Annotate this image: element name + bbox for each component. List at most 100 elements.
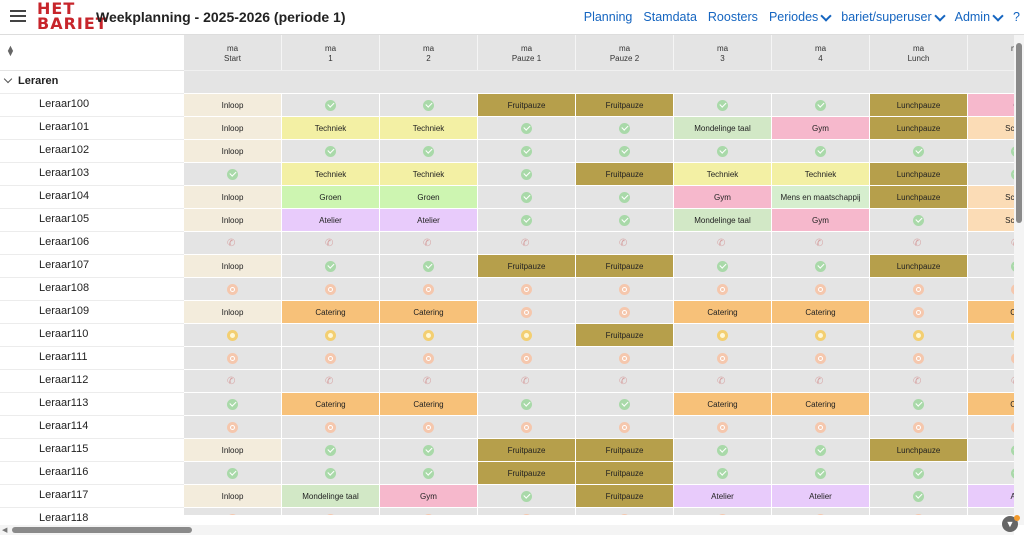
teacher-row-label[interactable]: Leraar100	[0, 93, 184, 116]
schedule-cell-empty[interactable]: ✆	[576, 232, 673, 254]
schedule-cell-empty[interactable]	[576, 393, 673, 415]
schedule-cell-empty[interactable]	[576, 117, 673, 139]
column-header[interactable]: ma Pauze 1	[478, 35, 576, 70]
schedule-cell-empty[interactable]	[380, 140, 477, 162]
schedule-cell[interactable]: Fruitpauze	[576, 439, 673, 461]
teacher-row-label[interactable]: Leraar106	[0, 231, 184, 254]
column-header[interactable]: ma 1	[282, 35, 380, 70]
schedule-cell-empty[interactable]: ✆	[968, 232, 1014, 254]
schedule-cell[interactable]: Lunchpauze	[870, 163, 967, 185]
schedule-cell-empty[interactable]	[478, 163, 575, 185]
schedule-cell[interactable]: Catering	[674, 393, 771, 415]
schedule-cell-empty[interactable]	[772, 140, 869, 162]
column-header[interactable]: ma	[968, 35, 1014, 70]
schedule-cell-empty[interactable]	[282, 278, 379, 300]
schedule-cell[interactable]: Schrift	[968, 117, 1014, 139]
schedule-cell-empty[interactable]	[870, 347, 967, 369]
schedule-cell-empty[interactable]	[478, 117, 575, 139]
schedule-cell[interactable]: Ate	[968, 485, 1014, 507]
schedule-cell-empty[interactable]: ✆	[968, 370, 1014, 392]
schedule-cell-empty[interactable]	[576, 347, 673, 369]
schedule-cell-empty[interactable]	[380, 416, 477, 438]
group-header-leraren[interactable]: Leraren	[0, 70, 184, 93]
schedule-cell[interactable]: Inloop	[184, 485, 281, 507]
schedule-cell-empty[interactable]: ✆	[282, 370, 379, 392]
schedule-cell[interactable]: Techniek	[674, 163, 771, 185]
schedule-cell-empty[interactable]	[380, 278, 477, 300]
teacher-row-label[interactable]: Leraar116	[0, 461, 184, 484]
column-header[interactable]: ma Pauze 2	[576, 35, 674, 70]
schedule-cell-empty[interactable]	[772, 324, 869, 346]
schedule-cell[interactable]: Fruitpauze	[576, 94, 673, 116]
schedule-cell[interactable]: Atelier	[674, 485, 771, 507]
schedule-cell-empty[interactable]	[968, 163, 1014, 185]
schedule-cell[interactable]: Inloop	[184, 186, 281, 208]
schedule-cell[interactable]: Catering	[282, 301, 379, 323]
schedule-cell-empty[interactable]: ✆	[870, 370, 967, 392]
schedule-cell[interactable]: Fruitpauze	[478, 94, 575, 116]
teacher-row-label[interactable]: Leraar115	[0, 438, 184, 461]
schedule-cell[interactable]: Inloop	[184, 255, 281, 277]
schedule-cell[interactable]: Inloop	[184, 301, 281, 323]
teacher-row-label[interactable]: Leraar110	[0, 323, 184, 346]
schedule-cell-empty[interactable]	[674, 347, 771, 369]
schedule-cell-empty[interactable]: ✆	[184, 232, 281, 254]
schedule-cell-empty[interactable]	[576, 416, 673, 438]
schedule-cell-empty[interactable]	[870, 324, 967, 346]
schedule-cell-empty[interactable]	[870, 393, 967, 415]
schedule-cell-empty[interactable]	[184, 324, 281, 346]
schedule-cell[interactable]: Techniek	[282, 117, 379, 139]
schedule-cell[interactable]: Gym	[772, 117, 869, 139]
vertical-scrollbar[interactable]	[1014, 35, 1024, 525]
horizontal-scrollbar[interactable]: ◀	[0, 525, 1014, 535]
teacher-row-label[interactable]: Leraar113	[0, 392, 184, 415]
schedule-cell-empty[interactable]	[282, 94, 379, 116]
teacher-row-label[interactable]: Leraar118	[0, 507, 184, 530]
schedule-cell-empty[interactable]	[282, 347, 379, 369]
schedule-cell-empty[interactable]	[478, 485, 575, 507]
het-bariet-logo[interactable]: HET BARIET	[37, 1, 107, 33]
schedule-cell-empty[interactable]	[772, 94, 869, 116]
teacher-row-label[interactable]: Leraar117	[0, 484, 184, 507]
schedule-cell-empty[interactable]: ✆	[674, 232, 771, 254]
schedule-cell[interactable]: Catering	[282, 393, 379, 415]
schedule-cell[interactable]: Fruitpauze	[478, 462, 575, 484]
schedule-cell-empty[interactable]	[968, 278, 1014, 300]
schedule-cell-empty[interactable]	[478, 393, 575, 415]
schedule-cell[interactable]: Catering	[674, 301, 771, 323]
schedule-cell-empty[interactable]	[184, 347, 281, 369]
schedule-cell-empty[interactable]	[870, 416, 967, 438]
schedule-cell[interactable]: Schrift	[968, 186, 1014, 208]
schedule-cell-empty[interactable]: ✆	[478, 232, 575, 254]
schedule-cell[interactable]: Lunchpauze	[870, 439, 967, 461]
schedule-cell-empty[interactable]	[184, 393, 281, 415]
teacher-row-label[interactable]: Leraar102	[0, 139, 184, 162]
nav-planning[interactable]: Planning	[584, 10, 633, 24]
schedule-cell-empty[interactable]	[478, 278, 575, 300]
schedule-cell[interactable]: Catering	[380, 301, 477, 323]
schedule-cell-empty[interactable]	[576, 508, 673, 515]
schedule-cell[interactable]: Mens en maatschappij	[772, 186, 869, 208]
column-header[interactable]: ma 3	[674, 35, 772, 70]
schedule-cell[interactable]: Fruitpauze	[576, 163, 673, 185]
schedule-cell-empty[interactable]	[772, 255, 869, 277]
column-header[interactable]: ma 2	[380, 35, 478, 70]
schedule-cell-empty[interactable]	[478, 140, 575, 162]
schedule-cell[interactable]: Fruitpauze	[478, 439, 575, 461]
nav-periodes[interactable]: Periodes	[769, 9, 832, 24]
schedule-cell-empty[interactable]	[674, 508, 771, 515]
schedule-cell[interactable]: Fruitpauze	[576, 485, 673, 507]
schedule-cell-empty[interactable]	[968, 140, 1014, 162]
schedule-cell[interactable]: Groen	[380, 186, 477, 208]
hamburger-menu-icon[interactable]	[10, 10, 26, 24]
schedule-cell-empty[interactable]	[772, 508, 869, 515]
schedule-cell[interactable]: Inloop	[184, 439, 281, 461]
schedule-cell[interactable]: Atelier	[380, 209, 477, 231]
schedule-cell-empty[interactable]	[968, 347, 1014, 369]
schedule-cell-empty[interactable]	[870, 209, 967, 231]
schedule-cell-empty[interactable]	[674, 324, 771, 346]
nav-bariet-superuser[interactable]: bariet/superuser	[841, 9, 946, 24]
scroll-thumb[interactable]	[1016, 43, 1022, 223]
scroll-left-icon[interactable]: ◀	[2, 527, 8, 534]
schedule-cell-empty[interactable]: ✆	[478, 370, 575, 392]
